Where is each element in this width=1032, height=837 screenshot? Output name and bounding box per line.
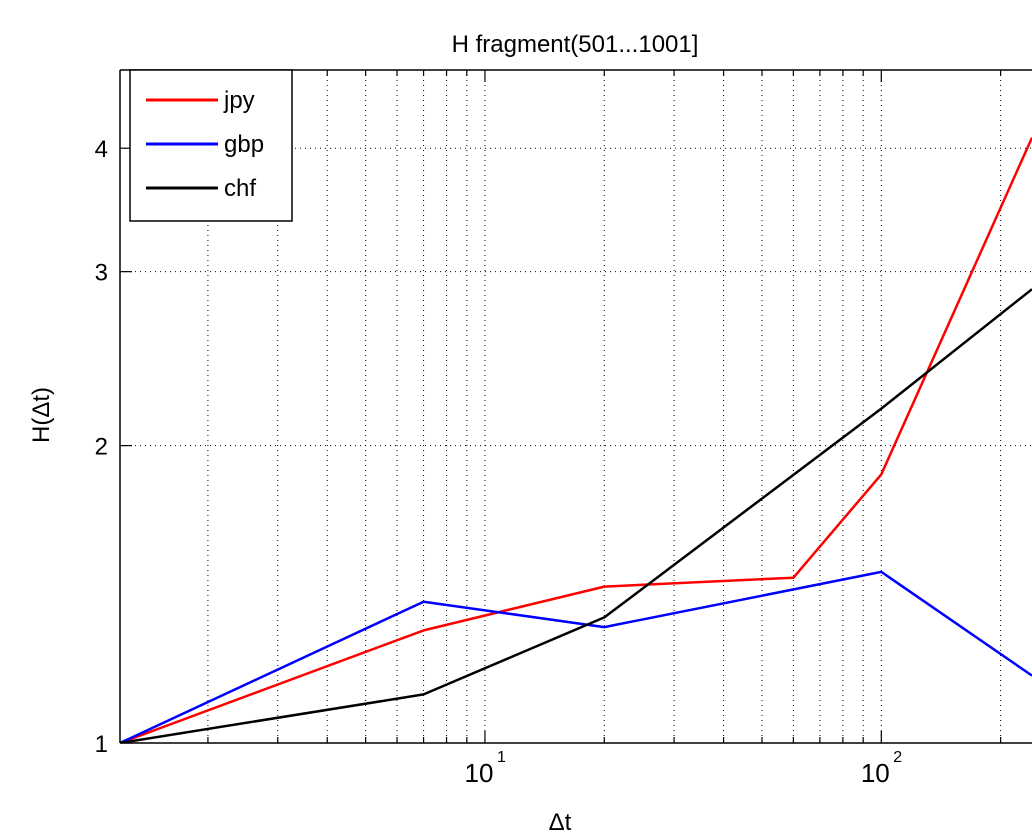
legend-label-jpy: jpy [223,87,255,114]
y-tick-label: 2 [95,434,108,461]
legend-label-chf: chf [224,175,256,202]
chart-title: H fragment(501...1001] [452,31,699,58]
x-axis-label: Δt [549,809,572,836]
x-tick-label: 10 [861,758,890,788]
series-line-jpy [120,137,1032,743]
y-tick-label: 3 [95,260,108,287]
legend-label-gbp: gbp [224,131,264,158]
legend: jpy gbp chf [129,69,293,222]
series-line-gbp [120,570,1032,743]
series-layer [120,137,1032,743]
x-tick-exponent: 2 [893,749,902,766]
grid [120,70,1032,743]
y-axis-label: H(Δt) [28,387,55,443]
series-line-chf [120,288,1032,743]
x-tick-label: 10 [465,758,494,788]
y-tick-label: 4 [95,136,108,163]
x-tick-exponent: 1 [497,749,506,766]
y-tick-label: 1 [95,731,108,758]
